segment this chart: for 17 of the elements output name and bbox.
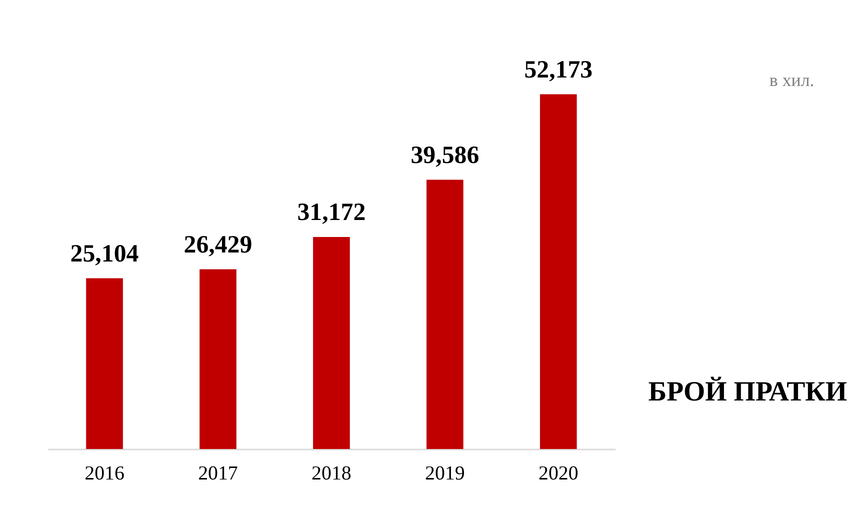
data-label: 31,172 [297, 199, 366, 226]
x-tick-label: 2020 [538, 462, 578, 484]
data-label: 52,173 [524, 56, 593, 84]
x-tick-label: 2018 [312, 462, 352, 484]
bar [200, 269, 236, 450]
x-tick-label: 2019 [425, 462, 465, 484]
data-label: 26,429 [184, 231, 252, 258]
bar [540, 94, 577, 450]
x-tick-label: 2017 [198, 462, 238, 484]
text: БРОЙ ПРАТКИ [648, 376, 848, 408]
data-label: 39,586 [410, 142, 480, 169]
data-label: 25,104 [70, 240, 139, 268]
bar [313, 237, 350, 450]
text: в хил. [769, 70, 814, 90]
x-tick-label: 2016 [84, 462, 124, 484]
bar [86, 278, 123, 450]
bar [426, 180, 464, 450]
